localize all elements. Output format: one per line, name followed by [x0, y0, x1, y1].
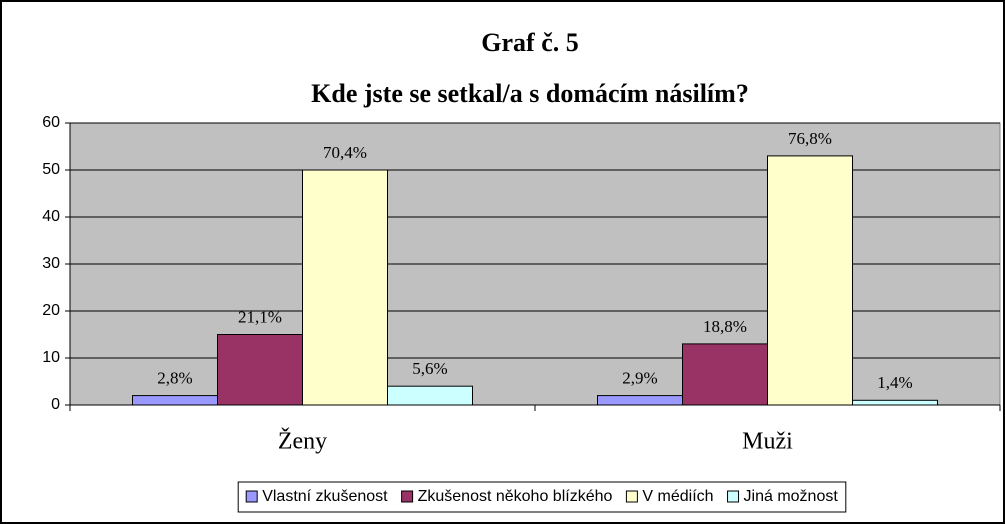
data-label: 2,8%	[157, 369, 192, 388]
bar	[597, 395, 683, 406]
data-label: 5,6%	[412, 359, 447, 378]
legend-label: V médiích	[642, 488, 713, 505]
data-label: 70,4%	[323, 143, 367, 162]
legend-label: Vlastní zkušenost	[262, 488, 388, 505]
bar	[217, 334, 303, 406]
bar	[852, 399, 938, 406]
y-tick-label: 40	[42, 208, 60, 225]
x-tick-label: Muži	[742, 429, 793, 455]
bar	[682, 343, 768, 406]
bar	[767, 155, 853, 406]
x-tick-label: Ženy	[278, 429, 327, 455]
legend-swatch	[245, 490, 258, 503]
legend-label: Zkušenost někoho blízkého	[418, 488, 613, 505]
bar	[132, 395, 218, 406]
bar	[387, 385, 473, 406]
legend-label: Jiná možnost	[744, 488, 839, 505]
y-tick-label: 10	[42, 349, 60, 366]
data-label: 18,8%	[703, 317, 747, 336]
legend-swatch	[625, 490, 638, 503]
y-tick-label: 0	[51, 396, 60, 413]
y-tick-label: 20	[42, 302, 60, 319]
y-tick-label: 30	[42, 255, 60, 272]
y-tick-label: 50	[42, 161, 60, 178]
chart-subtitle: Kde jste se setkal/a s domácím násilím?	[311, 79, 749, 108]
data-label: 76,8%	[788, 129, 832, 148]
chart-title: Graf č. 5	[481, 28, 578, 57]
data-label: 21,1%	[238, 307, 282, 326]
legend-swatch	[727, 490, 740, 503]
legend-swatch	[401, 490, 414, 503]
data-label: 2,9%	[622, 369, 657, 388]
bar	[302, 169, 388, 406]
y-tick-label: 60	[42, 114, 60, 131]
data-label: 1,4%	[877, 373, 912, 392]
legend-box	[237, 481, 847, 513]
